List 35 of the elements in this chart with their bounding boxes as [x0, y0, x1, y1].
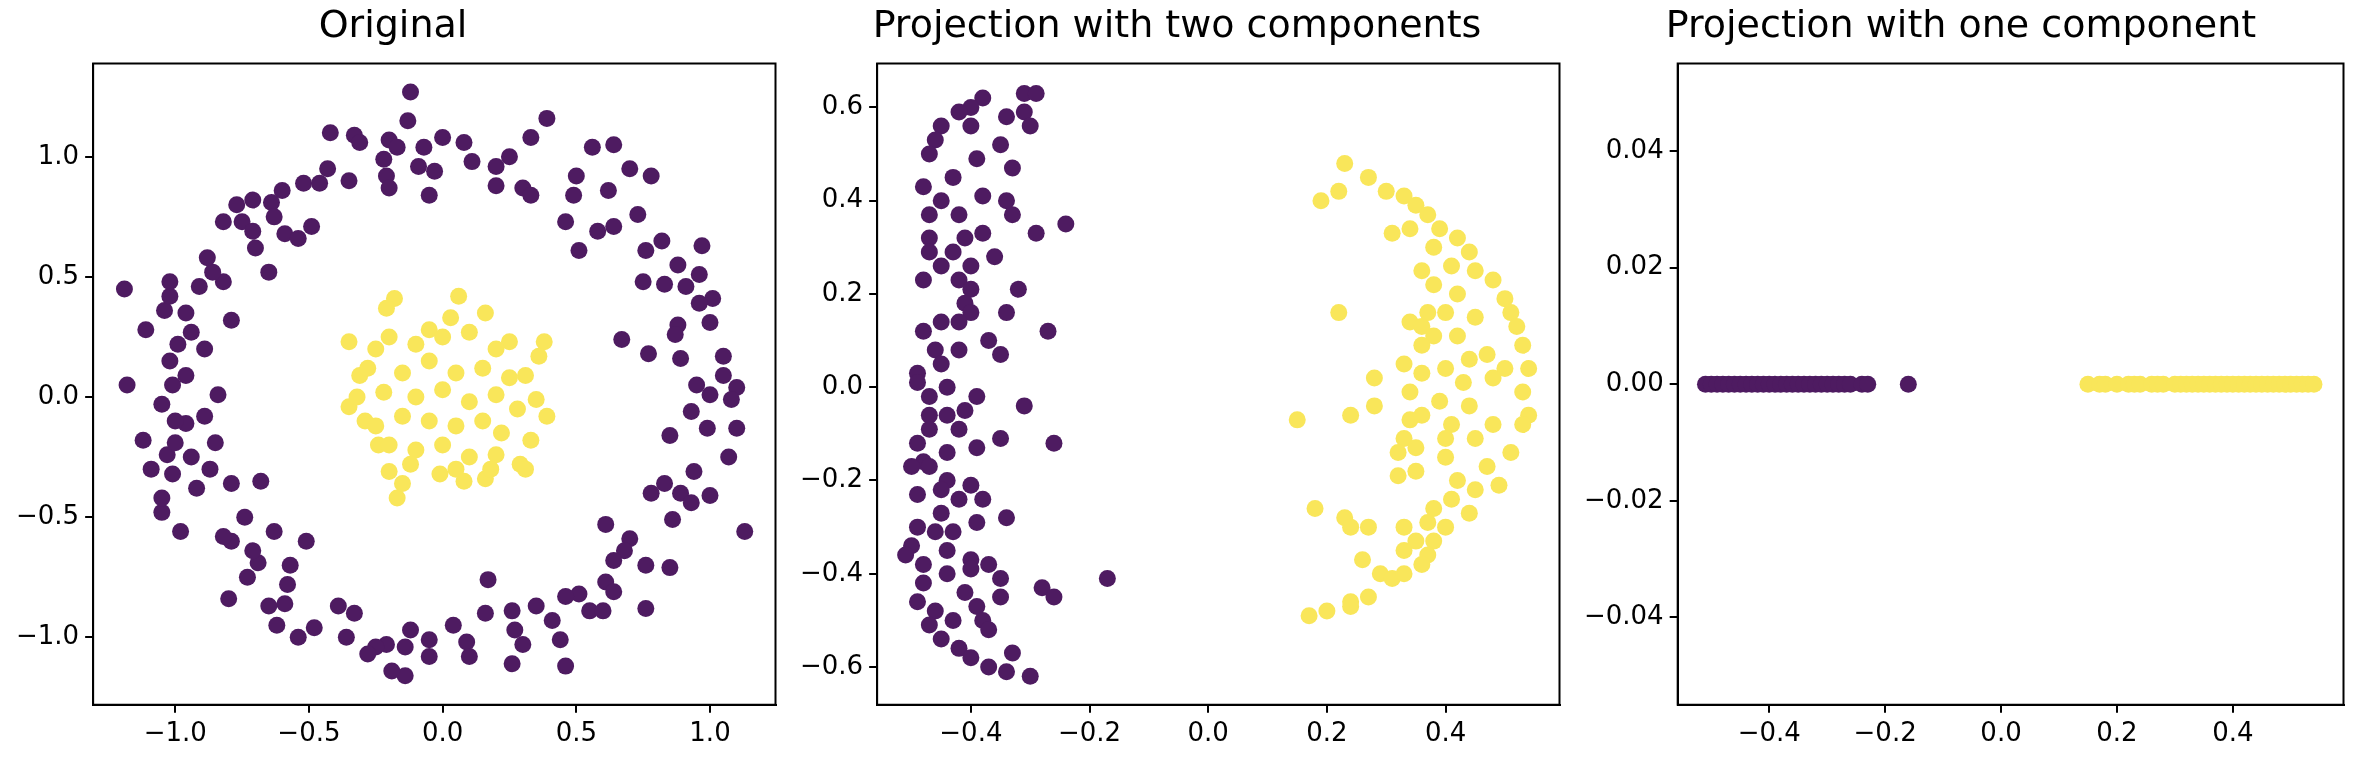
y-tick-label: 0.0	[37, 379, 80, 410]
x-tick-label: −0.2	[1853, 717, 1917, 748]
x-tick-label: 0.2	[1306, 717, 1348, 748]
y-tick-label: 0.5	[37, 259, 80, 290]
y-tick-label: 1.0	[37, 139, 80, 170]
y-tick-label: 0.02	[1605, 250, 1664, 281]
x-tick-label: 0.4	[2212, 717, 2254, 748]
x-tick-label: 1.0	[689, 717, 731, 748]
y-tick-label: 0.4	[821, 183, 864, 214]
y-tick-label: 0.2	[821, 276, 864, 307]
x-tick-label: 0.4	[1424, 717, 1467, 748]
y-tick-label: 0.6	[821, 90, 864, 121]
y-tick-label: 0.00	[1605, 366, 1664, 397]
x-tick-label: −0.4	[939, 717, 1003, 748]
x-tick-label: −0.2	[1057, 717, 1122, 748]
x-tick-label: 0.5	[555, 717, 597, 748]
y-tick-label: −0.6	[799, 649, 864, 680]
x-tick-label: −1.0	[143, 717, 207, 748]
y-tick-label: 0.0	[821, 369, 864, 400]
x-tick-label: 0.0	[1187, 717, 1229, 748]
y-tick-label: 0.04	[1605, 133, 1664, 164]
x-tick-label: 0.0	[1980, 717, 2022, 748]
y-tick-label: −0.2	[799, 463, 864, 494]
x-tick-label: 0.0	[421, 717, 464, 748]
x-tick-label: −0.4	[1737, 717, 1801, 748]
chart-title: Projection with two components	[872, 1, 1482, 46]
chart-title: Projection with one component	[1665, 1, 2257, 46]
x-tick-label: 0.2	[2096, 717, 2138, 748]
y-tick-label: −0.5	[15, 499, 80, 530]
y-tick-label: −0.04	[1583, 600, 1664, 631]
x-tick-label: −0.5	[277, 717, 341, 748]
chart-title: Original	[318, 1, 468, 46]
y-tick-label: −1.0	[15, 620, 80, 651]
y-tick-label: −0.02	[1583, 483, 1664, 514]
y-tick-label: −0.4	[799, 556, 864, 587]
